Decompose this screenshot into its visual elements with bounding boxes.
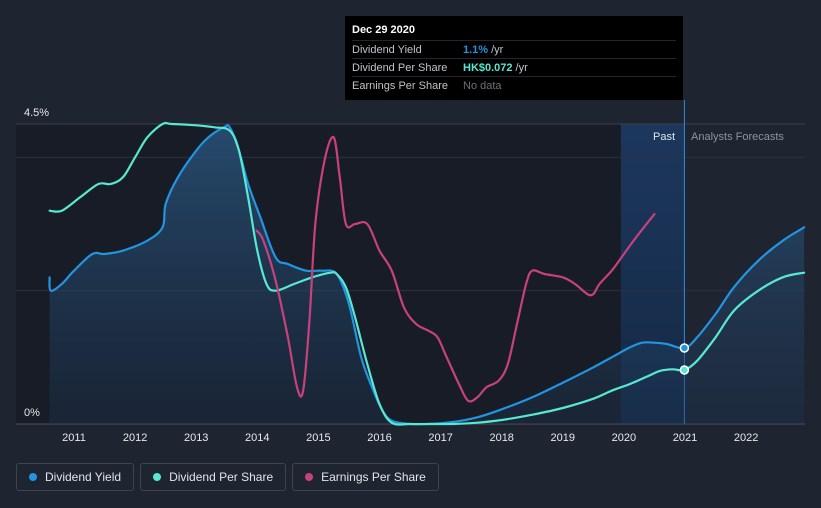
marker-dividend-per-share	[679, 365, 690, 375]
legend-item-dividend-per-share[interactable]: Dividend Per Share	[140, 463, 287, 491]
tooltip-row-dividend-per-share: Dividend Per Share HK$0.072 /yr	[352, 58, 676, 76]
x-tick-label: 2011	[62, 432, 86, 444]
x-tick-label: 2014	[245, 432, 269, 444]
hover-tooltip: Dec 29 2020 Dividend Yield 1.1% /yr Divi…	[345, 16, 683, 100]
series-line-dividend-yield	[48, 124, 806, 426]
legend-label: Dividend Yield	[45, 470, 122, 484]
tooltip-row-dividend-yield: Dividend Yield 1.1% /yr	[352, 40, 676, 58]
y-tick-top: 4.5%	[24, 107, 49, 119]
past-label: Past	[653, 131, 675, 143]
forecast-label: Analysts Forecasts	[691, 131, 784, 143]
tooltip-row-earnings-per-share: Earnings Per Share No data	[352, 76, 676, 94]
tooltip-value: 1.1%	[463, 43, 489, 56]
legend-dot-icon	[153, 473, 162, 481]
tooltip-value: HK$0.072	[463, 61, 513, 74]
x-tick-label: 2018	[489, 432, 513, 444]
legend-item-dividend-yield[interactable]: Dividend Yield	[16, 463, 135, 491]
tooltip-date: Dec 29 2020	[352, 24, 415, 36]
x-tick-label: 2019	[551, 432, 575, 444]
chart-legend: Dividend Yield Dividend Per Share Earnin…	[16, 463, 439, 491]
y-tick-bottom: 0%	[24, 407, 40, 419]
tooltip-value: No data	[463, 79, 502, 92]
dividend-yield-area	[49, 125, 805, 425]
x-tick-label: 2012	[123, 432, 147, 444]
tooltip-label: Dividend Yield	[352, 43, 422, 56]
x-tick-label: 2022	[734, 432, 758, 444]
legend-label: Earnings Per Share	[321, 470, 426, 484]
x-tick-label: 2013	[184, 432, 208, 444]
tooltip-label: Dividend Per Share	[352, 61, 448, 74]
x-tick-label: 2017	[428, 432, 452, 444]
x-tick-label: 2021	[673, 432, 697, 444]
series-line-earnings-per-share	[255, 135, 656, 403]
legend-label: Dividend Per Share	[169, 470, 274, 484]
x-tick-label: 2020	[612, 432, 636, 444]
x-tick-label: 2015	[306, 432, 330, 444]
legend-item-earnings-per-share[interactable]: Earnings Per Share	[292, 463, 439, 491]
x-tick-label: 2016	[367, 432, 391, 444]
legend-dot-icon	[305, 473, 314, 481]
tooltip-label: Earnings Per Share	[352, 79, 448, 92]
marker-dividend-yield	[679, 343, 690, 353]
legend-dot-icon	[29, 473, 37, 481]
tooltip-unit: /yr	[515, 61, 528, 74]
tooltip-unit: /yr	[491, 43, 504, 56]
series-line-dividend-per-share	[48, 121, 806, 426]
